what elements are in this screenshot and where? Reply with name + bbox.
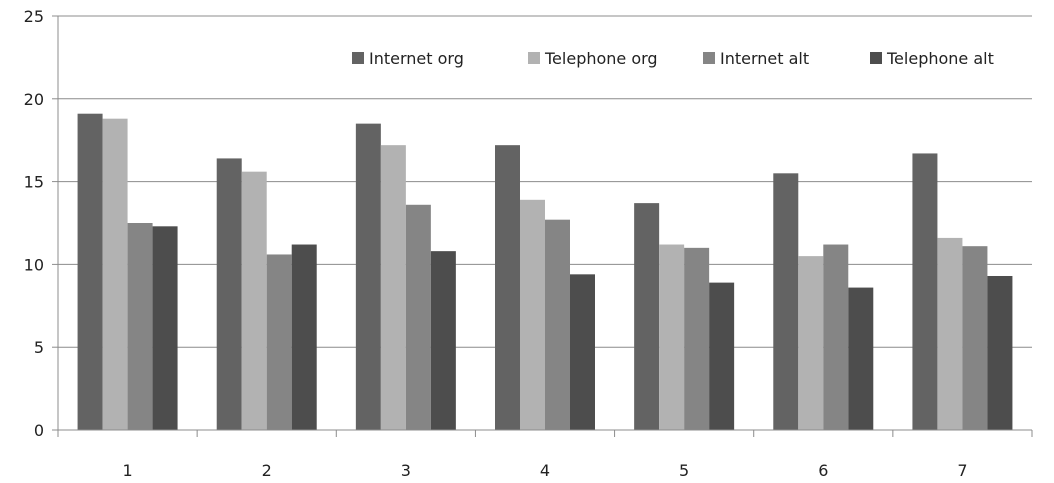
bar bbox=[405, 204, 431, 430]
bar bbox=[355, 123, 381, 430]
bar bbox=[634, 203, 660, 430]
legend-swatch bbox=[352, 52, 364, 64]
bar bbox=[823, 244, 849, 430]
y-axis-ticks: 0 5 10 15 20 25 bbox=[24, 7, 58, 440]
bar bbox=[77, 113, 103, 430]
bar bbox=[102, 118, 128, 430]
bar bbox=[709, 282, 735, 430]
legend-swatch bbox=[528, 52, 540, 64]
bar bbox=[570, 274, 595, 430]
bar bbox=[937, 237, 963, 430]
bar bbox=[216, 158, 242, 430]
bar bbox=[495, 145, 520, 430]
bar bbox=[848, 287, 874, 430]
bar bbox=[659, 244, 685, 430]
bar bbox=[380, 145, 406, 430]
x-tick-label: 1 bbox=[122, 461, 132, 480]
bar bbox=[798, 256, 824, 430]
bar bbox=[291, 244, 317, 430]
bar bbox=[684, 247, 710, 430]
x-tick-label: 2 bbox=[262, 461, 272, 480]
bar bbox=[545, 219, 570, 430]
legend: Internet org Telephone org Internet alt Tel… bbox=[352, 49, 994, 68]
legend-label: Internet alt bbox=[720, 49, 809, 68]
x-axis-ticks: 1 2 3 4 5 6 7 bbox=[57, 430, 1033, 480]
x-tick-label: 3 bbox=[401, 461, 411, 480]
legend-swatch bbox=[703, 52, 715, 64]
x-tick-label: 7 bbox=[957, 461, 967, 480]
legend-label: Telephone org bbox=[544, 49, 658, 68]
bars bbox=[77, 113, 1013, 430]
bar bbox=[773, 173, 799, 430]
x-tick-label: 6 bbox=[818, 461, 828, 480]
y-tick-label: 0 bbox=[34, 421, 44, 440]
bar bbox=[987, 275, 1013, 430]
bar bbox=[520, 199, 545, 430]
y-tick-label: 25 bbox=[24, 7, 44, 26]
y-tick-label: 10 bbox=[24, 255, 44, 274]
x-tick-label: 5 bbox=[679, 461, 689, 480]
bar bbox=[266, 254, 292, 430]
bar bbox=[962, 246, 988, 430]
y-tick-label: 15 bbox=[24, 173, 44, 192]
legend-swatch bbox=[870, 52, 882, 64]
bar bbox=[912, 153, 938, 430]
bar bbox=[127, 223, 153, 430]
y-tick-label: 5 bbox=[34, 338, 44, 357]
y-tick-label: 20 bbox=[24, 90, 44, 109]
bar bbox=[241, 171, 267, 430]
bar bbox=[152, 226, 178, 430]
bar bbox=[430, 251, 456, 430]
legend-label: Internet org bbox=[369, 49, 464, 68]
x-tick-label: 4 bbox=[540, 461, 550, 480]
axes bbox=[57, 16, 1032, 431]
legend-label: Telephone alt bbox=[886, 49, 994, 68]
